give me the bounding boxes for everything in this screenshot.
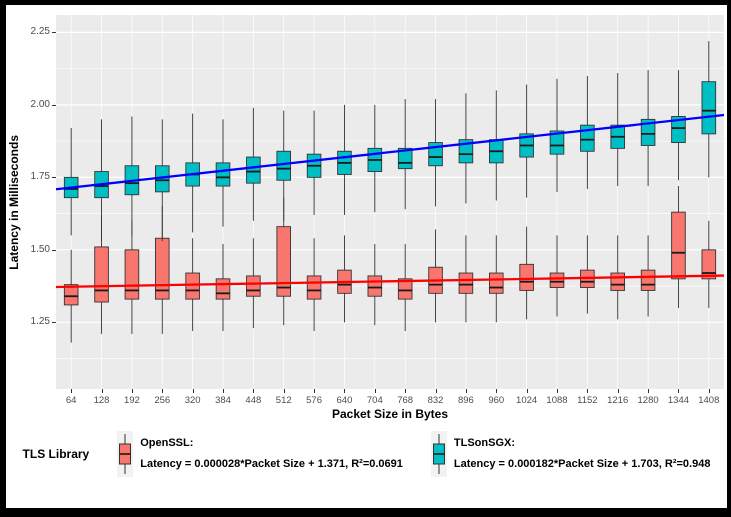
legend: TLS Library OpenSSL: Latency = 0.000028*… <box>6 431 727 477</box>
x-tick-label: 832 <box>427 395 444 406</box>
legend-text-tlsonsgx: TLSonSGX: Latency = 0.000182*Packet Size… <box>454 437 711 470</box>
x-tick-label: 896 <box>457 395 474 406</box>
x-tick-mark <box>405 389 407 393</box>
legend-item-openssl: OpenSSL: Latency = 0.000028*Packet Size … <box>117 431 403 477</box>
y-tick-label: 2.00 <box>30 98 50 110</box>
y-tick-mark <box>52 249 56 251</box>
legend-label-openssl: OpenSSL: <box>140 437 194 450</box>
chart-figure: Latency in Milliseconds Packet Size in B… <box>6 5 727 508</box>
x-tick-mark <box>344 389 346 393</box>
y-tick-label: 1.75 <box>30 171 50 183</box>
legend-item-tlsonsgx: TLSonSGX: Latency = 0.000182*Packet Size… <box>430 431 711 477</box>
legend-label-tlsonsgx: TLSonSGX: <box>453 437 516 450</box>
x-tick-label: 1152 <box>577 395 598 406</box>
x-tick-label: 960 <box>488 395 505 406</box>
x-tick-mark <box>648 389 650 393</box>
x-tick-mark <box>587 389 589 393</box>
x-tick-label: 1408 <box>698 395 720 406</box>
x-tick-label: 576 <box>306 395 322 406</box>
x-tick-mark <box>101 389 103 393</box>
x-tick-mark <box>678 389 680 393</box>
y-tick-label: 2.25 <box>30 26 50 38</box>
x-tick-label: 1344 <box>667 395 690 406</box>
x-tick-label: 768 <box>397 395 414 406</box>
x-tick-label: 640 <box>336 395 353 406</box>
x-tick-mark <box>253 389 255 393</box>
x-tick-label: 128 <box>93 395 110 406</box>
x-tick-mark <box>374 389 376 393</box>
x-tick-label: 384 <box>215 395 231 406</box>
x-tick-mark <box>435 389 437 393</box>
plot-panel <box>56 15 724 389</box>
x-tick-label: 1216 <box>607 395 629 406</box>
x-tick-label: 320 <box>184 395 201 406</box>
x-tick-mark <box>526 389 528 393</box>
x-axis-title: Packet Size in Bytes <box>331 407 449 421</box>
x-tick-label: 448 <box>245 395 262 406</box>
x-tick-mark <box>131 389 133 393</box>
legend-equation-tlsonsgx: Latency = 0.000182*Packet Size + 1.703, … <box>453 457 711 470</box>
y-axis-title-box: Latency in Milliseconds <box>6 15 22 389</box>
x-tick-label: 704 <box>366 395 383 406</box>
x-tick-mark <box>314 389 316 393</box>
x-tick-mark <box>283 389 285 393</box>
x-tick-mark <box>496 389 498 393</box>
tlsonsgx-boxplot-key-icon <box>430 431 447 477</box>
y-tick-label: 1.25 <box>30 316 50 328</box>
y-tick-mark <box>52 322 56 324</box>
boxplot-svg <box>56 15 724 389</box>
x-tick-mark <box>71 389 73 393</box>
y-tick-mark <box>52 104 56 106</box>
x-tick-mark <box>192 389 194 393</box>
legend-text-openssl: OpenSSL: Latency = 0.000028*Packet Size … <box>140 437 403 470</box>
x-tick-mark <box>465 389 467 393</box>
x-tick-mark <box>223 389 224 393</box>
x-tick-label: 512 <box>275 395 292 406</box>
x-tick-label: 64 <box>65 395 77 406</box>
x-tick-mark <box>162 389 164 393</box>
x-tick-label: 1088 <box>546 395 568 406</box>
legend-equation-openssl: Latency = 0.000028*Packet Size + 1.371, … <box>140 457 403 470</box>
legend-title: TLS Library <box>22 447 90 461</box>
x-tick-mark <box>557 389 558 393</box>
x-tick-label: 1280 <box>637 395 659 406</box>
y-tick-mark <box>52 32 56 34</box>
x-tick-label: 256 <box>154 395 171 406</box>
x-tick-mark <box>617 389 619 393</box>
y-tick-label: 1.50 <box>30 243 50 255</box>
x-tick-label: 1024 <box>516 395 538 406</box>
y-tick-mark <box>52 177 56 179</box>
x-tick-label: 192 <box>123 395 140 406</box>
openssl-boxplot-key-icon <box>117 431 134 477</box>
x-tick-mark <box>708 389 710 393</box>
